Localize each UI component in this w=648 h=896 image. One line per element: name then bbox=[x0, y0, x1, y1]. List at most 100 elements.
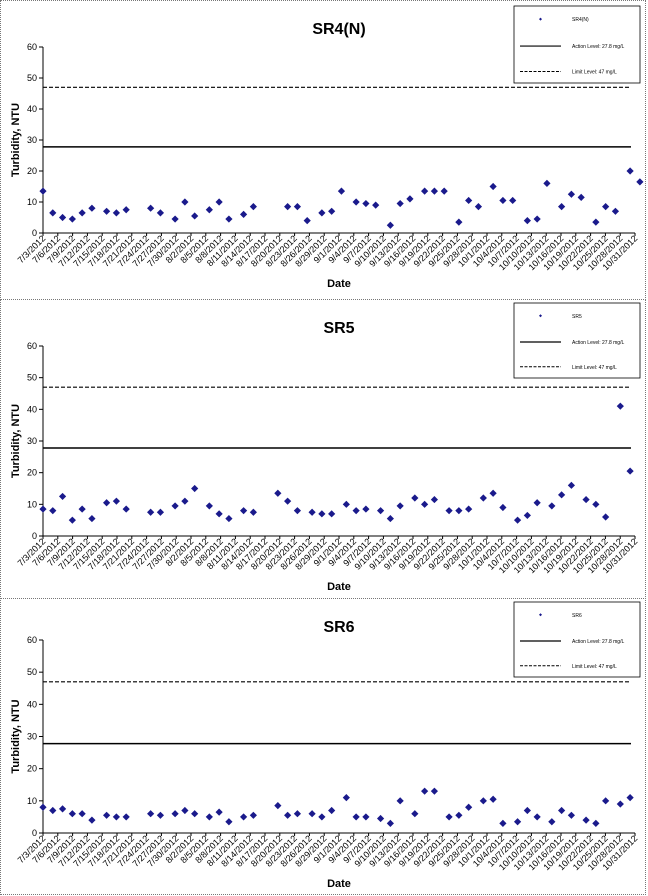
data-point bbox=[479, 797, 487, 805]
legend-box bbox=[513, 5, 641, 84]
data-point bbox=[215, 808, 223, 816]
data-point bbox=[318, 510, 326, 518]
y-tick-label: 50 bbox=[27, 667, 37, 677]
data-point bbox=[88, 816, 96, 824]
data-point bbox=[465, 196, 473, 205]
data-point bbox=[112, 497, 120, 505]
data-point bbox=[318, 813, 326, 821]
chart-panel-sr6: SR6 0 10 20 30 40 50 60 Turbidity, NTU 7/3/2012 7/… bbox=[0, 598, 646, 895]
legend-limit-label: Limit Level: 47 mg/L bbox=[572, 69, 617, 75]
data-point bbox=[284, 811, 292, 819]
data-point bbox=[58, 213, 67, 222]
data-point bbox=[205, 502, 213, 510]
data-point bbox=[308, 810, 316, 818]
data-point bbox=[411, 810, 419, 818]
data-point bbox=[225, 514, 233, 523]
data-point bbox=[362, 505, 370, 513]
data-point bbox=[479, 494, 487, 502]
data-point bbox=[592, 500, 600, 508]
y-axis-title: Turbidity, NTU bbox=[10, 103, 22, 177]
data-point bbox=[445, 813, 453, 821]
data-point bbox=[626, 794, 634, 802]
data-point bbox=[567, 811, 575, 819]
data-point bbox=[421, 787, 429, 795]
y-tick-label: 10 bbox=[27, 796, 37, 806]
y-tick-label: 20 bbox=[27, 166, 37, 176]
data-point bbox=[103, 207, 111, 215]
data-point bbox=[88, 514, 96, 523]
data-point bbox=[342, 794, 350, 802]
legend-series-label: SR4(N) bbox=[572, 17, 589, 23]
data-point bbox=[523, 806, 531, 815]
data-point bbox=[513, 818, 522, 826]
data-point bbox=[465, 505, 473, 513]
y-tick-label: 40 bbox=[27, 404, 37, 414]
data-point bbox=[205, 206, 213, 214]
data-point bbox=[58, 805, 67, 813]
data-point bbox=[602, 203, 610, 211]
data-point bbox=[249, 811, 257, 819]
data-point bbox=[430, 495, 439, 504]
legend-series-label: SR6 bbox=[572, 613, 582, 619]
legend-series-marker bbox=[539, 17, 542, 21]
legend-series-marker bbox=[539, 314, 542, 318]
data-point bbox=[284, 203, 292, 211]
data-point bbox=[328, 207, 336, 215]
y-tick-label: 0 bbox=[32, 531, 37, 541]
data-point bbox=[58, 492, 67, 501]
y-axis-title: Turbidity, NTU bbox=[10, 699, 22, 773]
data-point bbox=[421, 187, 429, 195]
data-point bbox=[445, 507, 453, 515]
data-point bbox=[342, 500, 350, 508]
y-tick-label: 60 bbox=[27, 341, 37, 351]
data-point bbox=[68, 810, 76, 818]
data-point bbox=[455, 507, 463, 515]
data-point bbox=[274, 802, 282, 810]
data-point bbox=[156, 209, 165, 217]
data-point bbox=[147, 204, 155, 212]
data-point bbox=[352, 813, 360, 821]
y-tick-label: 10 bbox=[27, 499, 37, 509]
data-point bbox=[396, 502, 404, 510]
x-axis-title: Date bbox=[327, 278, 351, 290]
data-point bbox=[191, 810, 199, 818]
data-point bbox=[274, 489, 282, 497]
data-point bbox=[78, 209, 86, 217]
data-point bbox=[112, 813, 120, 821]
data-point bbox=[611, 207, 620, 215]
y-tick-label: 0 bbox=[32, 828, 37, 838]
data-point bbox=[386, 514, 394, 523]
y-tick-label: 50 bbox=[27, 73, 37, 83]
data-point bbox=[78, 505, 86, 513]
data-point bbox=[411, 494, 419, 502]
data-point bbox=[328, 806, 336, 815]
legend-action-label: Action Level: 27.8 mg/L bbox=[572, 639, 624, 645]
data-point bbox=[293, 203, 302, 211]
data-point bbox=[181, 806, 189, 815]
data-point bbox=[474, 203, 483, 211]
data-point bbox=[68, 516, 76, 524]
data-point bbox=[372, 201, 380, 209]
data-point bbox=[636, 178, 644, 186]
data-point bbox=[455, 811, 463, 819]
data-point bbox=[548, 818, 556, 826]
legend-series-label: SR5 bbox=[572, 314, 582, 320]
data-point bbox=[103, 499, 111, 507]
data-point bbox=[49, 507, 57, 515]
chart-title: SR4(N) bbox=[312, 21, 365, 38]
y-tick-label: 30 bbox=[27, 436, 37, 446]
legend-action-label: Action Level: 27.8 mg/L bbox=[572, 44, 624, 50]
data-point bbox=[147, 508, 155, 516]
x-axis-title: Date bbox=[327, 581, 351, 593]
y-tick-label: 20 bbox=[27, 764, 37, 774]
data-point bbox=[39, 803, 47, 811]
data-point bbox=[582, 816, 590, 824]
data-point bbox=[626, 167, 634, 175]
data-point bbox=[602, 513, 610, 521]
data-point bbox=[215, 198, 223, 206]
data-point bbox=[362, 199, 370, 208]
y-tick-label: 40 bbox=[27, 104, 37, 114]
chart-title: SR6 bbox=[323, 619, 354, 636]
data-point bbox=[88, 204, 96, 212]
legend-action-label: Action Level: 27.8 mg/L bbox=[572, 340, 624, 346]
